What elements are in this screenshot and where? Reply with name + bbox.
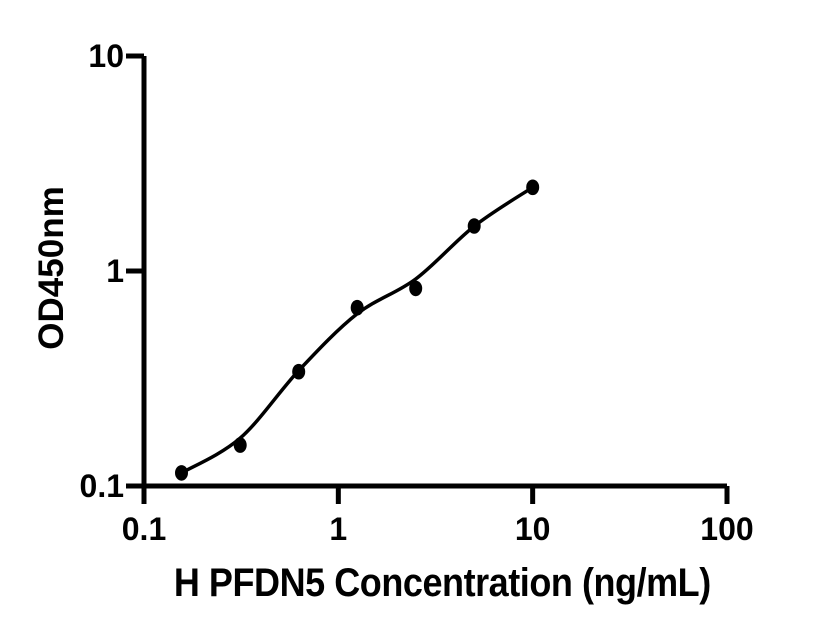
- data-point: [292, 363, 306, 380]
- data-point: [526, 179, 540, 196]
- y-tick-label: 10: [88, 38, 124, 74]
- x-axis-title: H PFDN5 Concentration (ng/mL): [144, 561, 727, 606]
- x-tick-label: 0.1: [122, 511, 166, 547]
- x-tick-label: 1: [329, 511, 347, 547]
- x-tick-label: 100: [700, 511, 753, 547]
- x-tick-label: 10: [515, 511, 551, 547]
- data-point: [467, 218, 481, 234]
- data-point: [350, 299, 364, 316]
- data-point: [175, 465, 188, 481]
- y-axis-title: OD450nm: [32, 186, 71, 350]
- fit-curve-line: [180, 185, 534, 475]
- data-point: [233, 437, 247, 453]
- data-point: [409, 280, 423, 297]
- y-tick-label: 1: [106, 253, 124, 289]
- y-tick-label: 0.1: [80, 468, 124, 504]
- x-axis-title-text: H PFDN5 Concentration (ng/mL): [173, 561, 711, 605]
